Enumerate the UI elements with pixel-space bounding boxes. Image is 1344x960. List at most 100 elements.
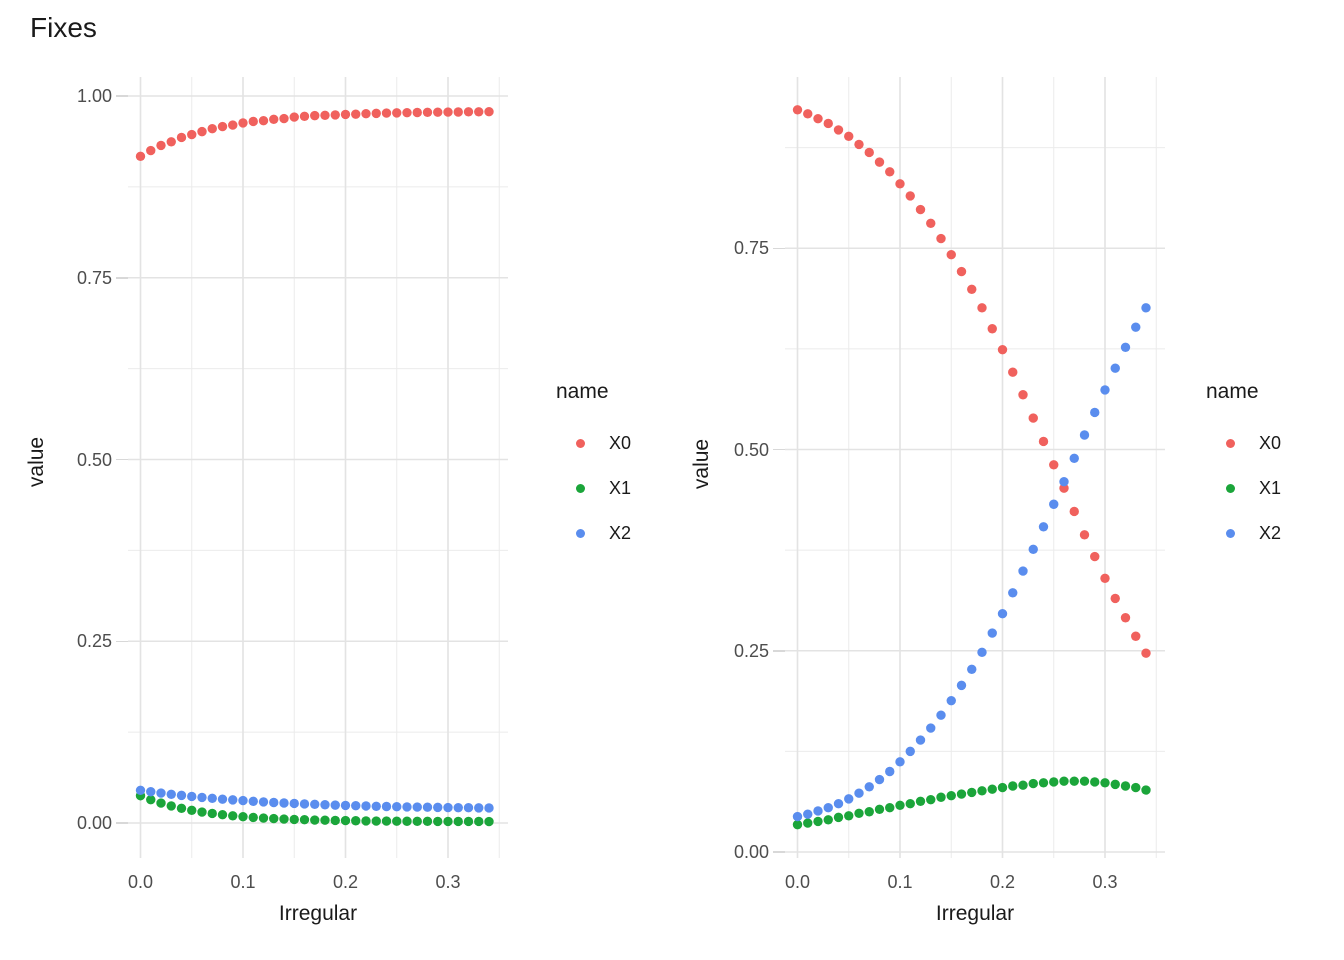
y-tick-mark <box>116 640 128 642</box>
legend-label-x0: X0 <box>609 432 632 453</box>
data-point-X2 <box>463 803 474 813</box>
data-point-X0 <box>1100 573 1110 583</box>
x0-series-dot-icon <box>1226 438 1235 448</box>
data-point-X2 <box>1018 566 1028 576</box>
data-point-X2 <box>977 647 987 658</box>
data-point-X0 <box>453 107 463 117</box>
data-point-X2 <box>1131 322 1141 332</box>
data-point-X1 <box>412 816 422 827</box>
y-tick-label: 0.50 <box>76 449 112 470</box>
chart-title: Fixes <box>30 12 97 43</box>
y-tick-label: 0.75 <box>733 238 769 259</box>
data-point-X1 <box>844 811 854 821</box>
data-point-X1 <box>156 798 166 808</box>
data-point-X0 <box>392 108 402 118</box>
data-point-X0 <box>844 131 854 142</box>
data-point-X1 <box>228 811 238 821</box>
data-point-X2 <box>361 801 371 811</box>
data-point-X2 <box>1120 342 1131 352</box>
data-point-X2 <box>474 803 484 813</box>
data-point-X2 <box>156 788 166 798</box>
data-point-X0 <box>248 116 258 127</box>
data-point-X2 <box>1100 385 1110 395</box>
x-axis-title-right: Irregular <box>935 902 1015 925</box>
data-point-X2 <box>412 802 422 812</box>
data-point-X0 <box>217 121 228 132</box>
data-point-X0 <box>833 125 844 135</box>
data-point-X1 <box>269 813 279 824</box>
data-point-X1 <box>1008 781 1018 791</box>
data-point-X1 <box>1131 782 1141 793</box>
data-point-X0 <box>936 233 946 244</box>
legend-title: name <box>556 380 609 403</box>
scatter-plot-right <box>785 77 1165 858</box>
data-point-X2 <box>1090 407 1100 418</box>
data-point-X2 <box>228 795 238 805</box>
data-point-X2 <box>299 799 310 809</box>
data-point-X2 <box>803 809 813 819</box>
data-point-X1 <box>1120 781 1131 791</box>
data-point-X1 <box>463 816 474 827</box>
data-point-X2 <box>874 774 885 785</box>
data-point-X2 <box>392 802 402 812</box>
data-point-X1 <box>1100 778 1110 788</box>
data-point-X0 <box>905 191 915 201</box>
data-point-X1 <box>874 804 885 815</box>
data-point-X2 <box>279 798 289 808</box>
data-point-X2 <box>207 793 217 803</box>
data-point-X0 <box>1120 613 1131 623</box>
data-point-X0 <box>946 249 956 260</box>
data-point-X0 <box>381 108 392 118</box>
data-point-X0 <box>1131 631 1141 641</box>
x1-series-dot-icon <box>576 483 585 493</box>
data-point-X1 <box>977 786 987 796</box>
data-point-X1 <box>330 815 340 826</box>
data-point-X2 <box>946 695 956 706</box>
data-point-X1 <box>1018 780 1028 790</box>
data-point-X1 <box>926 794 936 805</box>
data-point-X1 <box>217 810 228 820</box>
data-point-X0 <box>823 118 833 129</box>
legend-label-x2: X2 <box>1259 522 1282 543</box>
y-tick-mark <box>773 448 785 451</box>
data-point-X0 <box>269 114 279 124</box>
data-point-X2 <box>885 766 895 777</box>
data-point-X2 <box>905 746 915 757</box>
data-point-X2 <box>371 801 381 811</box>
data-point-X0 <box>166 137 176 147</box>
data-point-X0 <box>412 107 422 118</box>
data-point-X1 <box>1079 776 1090 786</box>
data-point-X2 <box>381 801 392 812</box>
data-point-X1 <box>299 815 310 825</box>
data-point-X2 <box>340 800 351 811</box>
data-point-X1 <box>279 814 289 824</box>
data-point-X2 <box>248 796 258 806</box>
data-point-X1 <box>361 816 371 826</box>
data-point-X2 <box>351 800 361 811</box>
y-tick-mark <box>116 458 128 461</box>
legend-title: name <box>1206 380 1259 403</box>
data-point-X1 <box>895 800 905 811</box>
y-tick-mark <box>116 95 128 97</box>
data-point-X0 <box>1059 483 1069 493</box>
data-point-X2 <box>135 785 146 795</box>
data-point-X2 <box>258 797 269 807</box>
data-point-X2 <box>1008 588 1018 598</box>
y-tick-mark <box>116 822 128 824</box>
data-point-X1 <box>915 796 926 806</box>
data-point-X0 <box>1038 436 1049 447</box>
data-point-X2 <box>197 792 207 803</box>
data-point-X0 <box>443 107 453 117</box>
data-point-X2 <box>956 680 967 691</box>
data-point-X0 <box>207 124 217 134</box>
legend-item-x0: X0 <box>1226 432 1281 454</box>
data-point-X1 <box>823 815 833 825</box>
data-point-X2 <box>1028 544 1038 555</box>
data-point-X0 <box>156 140 166 151</box>
y-tick-label: 0.75 <box>76 267 112 288</box>
data-point-X2 <box>176 790 187 801</box>
data-point-X0 <box>997 344 1008 355</box>
data-point-X2 <box>146 787 156 797</box>
data-point-X0 <box>813 113 823 124</box>
data-point-X1 <box>1069 776 1079 786</box>
